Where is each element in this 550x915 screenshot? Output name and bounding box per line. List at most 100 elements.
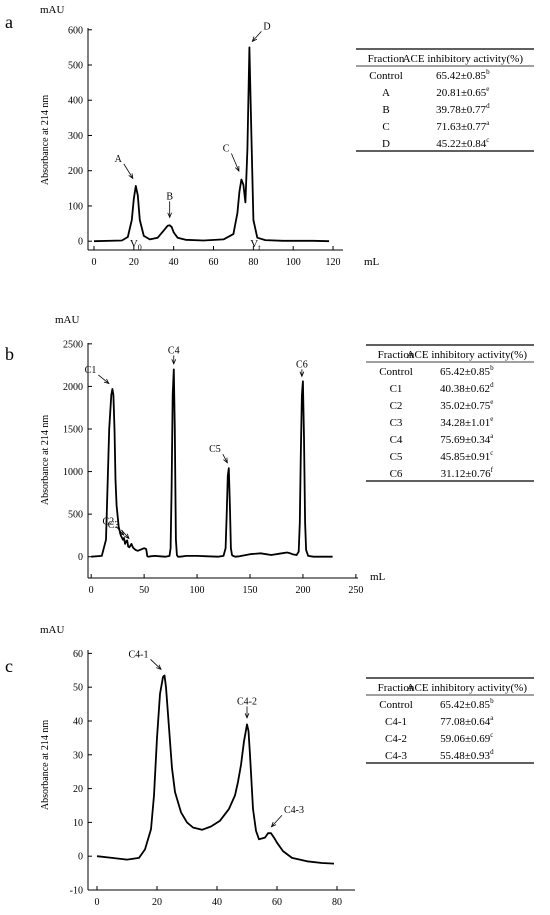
- y-tick-label: 200: [68, 166, 83, 177]
- table-cell-fraction: Control: [379, 366, 413, 378]
- table-cell-activity: 45.85±0.91c: [440, 449, 493, 463]
- y-tick-label: 400: [68, 96, 83, 107]
- x-tick-label: 40: [212, 897, 222, 908]
- x-tick-label: 20: [152, 897, 162, 908]
- activity-value: 59.06±0.69: [440, 733, 491, 745]
- volume-marker: Vt: [250, 238, 261, 252]
- peak-label: C4-2: [237, 696, 257, 707]
- activity-significance-letter: f: [491, 466, 494, 474]
- table-cell-activity: 65.42±0.85b: [436, 68, 490, 82]
- x-unit-label: mL: [364, 256, 380, 268]
- table-header-fraction: Fraction: [368, 53, 405, 65]
- peak-arrow: [115, 526, 124, 536]
- peak-arrow: [271, 814, 283, 827]
- y-tick-label: 60: [73, 649, 83, 660]
- y-unit-label: mAU: [40, 624, 65, 636]
- volume-marker: V0: [130, 238, 142, 252]
- y-unit-label: mAU: [40, 4, 65, 16]
- x-tick-label: 0: [91, 257, 96, 268]
- x-tick-label: 40: [169, 257, 179, 268]
- table-cell-activity: 71.63±0.77a: [436, 119, 490, 133]
- peak-label: C3: [108, 520, 120, 531]
- activity-value: 65.42±0.85: [436, 70, 487, 82]
- activity-significance-letter: d: [486, 102, 490, 110]
- peak-label: C5: [209, 444, 221, 455]
- peak-arrow-head: [223, 457, 228, 464]
- activity-value: 71.63±0.77: [436, 121, 487, 133]
- x-tick-label: 250: [348, 585, 363, 596]
- activity-value: 39.78±0.77: [436, 104, 487, 116]
- y-tick-label: 0: [78, 237, 83, 248]
- table-cell-activity: 20.81±0.65e: [436, 85, 489, 99]
- peak-arrow: [123, 163, 134, 179]
- peak-arrow-head: [171, 359, 177, 365]
- activity-significance-letter: a: [490, 714, 494, 722]
- table-header-activity: ACE inhibitory activity(%): [403, 53, 524, 65]
- activity-significance-letter: b: [486, 68, 490, 76]
- x-tick-label: 60: [272, 897, 282, 908]
- peak-label: C2: [102, 517, 114, 528]
- activity-significance-letter: c: [490, 449, 493, 457]
- peak-arrow-head: [128, 173, 134, 180]
- peak-label: C6: [296, 359, 308, 370]
- table-cell-activity: 45.22±0.84c: [436, 136, 489, 150]
- y-tick-label: 1000: [63, 467, 83, 478]
- activity-value: 55.48±0.93: [440, 750, 491, 762]
- activity-value: 45.22±0.84: [436, 138, 487, 150]
- y-tick-label: 500: [68, 61, 83, 72]
- activity-value: 65.42±0.85: [440, 366, 491, 378]
- chromatogram-line: [91, 368, 333, 558]
- y-tick-label: 500: [68, 510, 83, 521]
- activity-value: 31.12±0.76: [441, 468, 492, 480]
- x-tick-label: 20: [129, 257, 139, 268]
- activity-value: 40.38±0.62: [440, 383, 490, 395]
- table-cell-fraction: B: [382, 104, 389, 116]
- x-unit-label: mL: [370, 571, 386, 583]
- peak-arrow-head: [167, 212, 172, 219]
- x-tick-label: 60: [209, 257, 219, 268]
- activity-significance-letter: e: [486, 85, 489, 93]
- y-tick-label: 30: [73, 750, 83, 761]
- peak-arrow: [150, 659, 162, 670]
- y-tick-label: 2500: [63, 339, 83, 350]
- volume-marker-letter: V: [250, 238, 258, 250]
- table-cell-activity: 39.78±0.77d: [436, 102, 490, 116]
- peak-arrow-head: [235, 166, 240, 172]
- peak-arrow-head: [118, 530, 125, 536]
- chart-panel-c: c mAU Absorbance at 214 nm -10 0 10 20 30 40 50 60…: [5, 624, 534, 908]
- y-tick-label: 600: [68, 25, 83, 36]
- peak-label: C4-1: [129, 649, 149, 660]
- y-tick-label: 0: [78, 852, 83, 863]
- volume-marker-subscript: t: [258, 243, 261, 252]
- y-axis-label: Absorbance at 214 nm: [40, 415, 51, 505]
- activity-significance-letter: e: [490, 415, 493, 423]
- y-axis-label: Absorbance at 214 nm: [40, 720, 51, 810]
- y-tick-label: 40: [73, 716, 83, 727]
- table-header-activity: ACE inhibitory activity(%): [407, 349, 528, 361]
- x-tick-label: 150: [243, 585, 258, 596]
- table-cell-activity: 55.48±0.93d: [440, 748, 494, 762]
- table-cell-fraction: C5: [390, 451, 403, 463]
- activity-value: 65.42±0.85: [440, 699, 491, 711]
- activity-value: 20.81±0.65: [436, 87, 487, 99]
- table-cell-activity: 65.42±0.85b: [440, 364, 494, 378]
- peak-label: C1: [85, 365, 97, 376]
- peak-arrow-head: [124, 533, 130, 540]
- table-cell-fraction: A: [382, 87, 390, 99]
- activity-significance-letter: d: [490, 381, 494, 389]
- peak-label: D: [263, 21, 270, 32]
- y-tick-label: 1500: [63, 424, 83, 435]
- peak-arrow-head: [103, 378, 110, 385]
- y-tick-label: 100: [68, 201, 83, 212]
- y-tick-label: 2000: [63, 382, 83, 393]
- peak-arrow: [252, 31, 262, 42]
- peak-arrow-head: [270, 821, 277, 828]
- peak-label: C4: [168, 345, 180, 356]
- activity-significance-letter: a: [490, 432, 494, 440]
- activity-significance-letter: b: [490, 364, 494, 372]
- y-tick-label: 20: [73, 784, 83, 795]
- peak-arrow: [98, 374, 110, 384]
